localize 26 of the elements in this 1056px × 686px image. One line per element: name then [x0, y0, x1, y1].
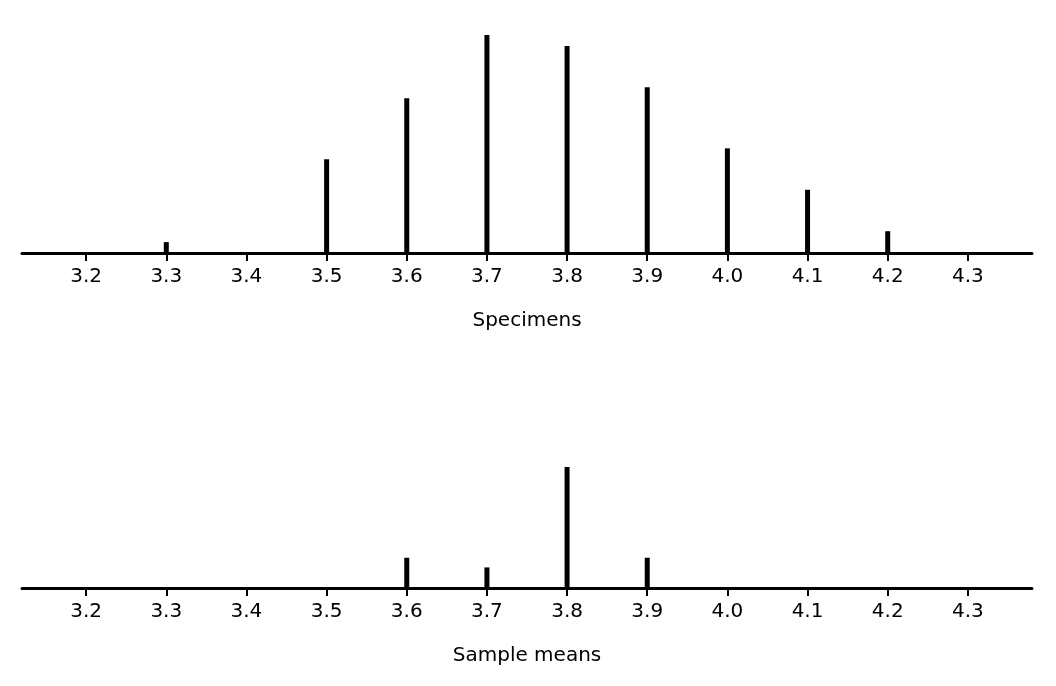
- x-tick-label: 4.1: [791, 598, 824, 622]
- x-tick-label: 3.9: [631, 598, 664, 622]
- x-tick-label: 3.5: [310, 598, 343, 622]
- x-tick-label: 3.3: [150, 263, 183, 287]
- x-tick-label: 3.9: [631, 263, 664, 287]
- x-tick-label: 4.1: [791, 263, 824, 287]
- x-tick-label: 4.3: [951, 263, 984, 287]
- x-tick-label: 3.2: [70, 263, 103, 287]
- x-axis-title: Sample means: [452, 642, 602, 666]
- x-tick-label: 3.6: [390, 263, 423, 287]
- x-tick-label: 3.8: [551, 598, 583, 622]
- x-tick-label: 3.7: [471, 263, 503, 287]
- x-axis-title: Specimens: [472, 307, 582, 331]
- x-tick-label: 4.3: [951, 598, 984, 622]
- x-tick-label: 4.2: [871, 263, 904, 287]
- x-tick-label: 3.4: [230, 263, 263, 287]
- x-tick-label: 3.5: [310, 263, 343, 287]
- x-tick-label: 4.2: [871, 598, 904, 622]
- x-tick-label: 3.2: [70, 598, 103, 622]
- x-tick-label: 3.3: [150, 598, 183, 622]
- x-tick-label: 4.0: [711, 263, 744, 287]
- x-tick-label: 3.7: [471, 598, 503, 622]
- x-tick-label: 3.8: [551, 263, 583, 287]
- x-tick-label: 4.0: [711, 598, 744, 622]
- x-tick-label: 3.6: [390, 598, 423, 622]
- x-tick-label: 3.4: [230, 598, 263, 622]
